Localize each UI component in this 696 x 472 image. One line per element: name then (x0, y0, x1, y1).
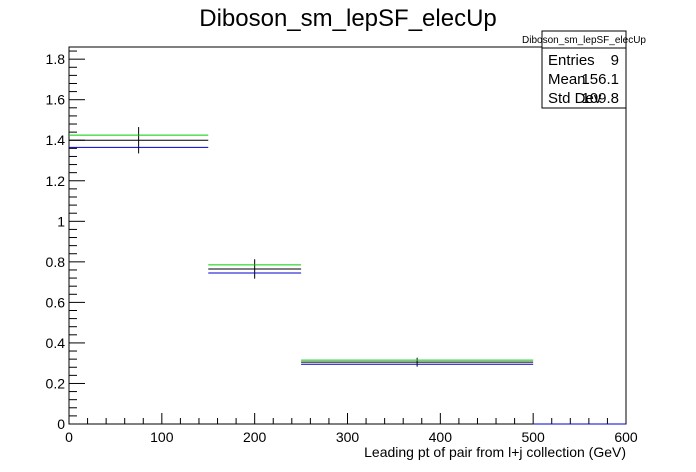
y-tick-label-6: 1.2 (46, 173, 66, 189)
stats-entries-label: Entries (548, 52, 595, 69)
x-tick-label-6: 600 (614, 429, 638, 445)
stats-mean-label: Mean (548, 71, 586, 88)
stats-box-frame (541, 30, 627, 109)
x-tick-label-5: 500 (521, 429, 545, 445)
stats-entries-value: 9 (611, 52, 619, 69)
y-tick-label-9: 1.8 (46, 51, 66, 67)
y-tick-label-7: 1.4 (46, 132, 66, 148)
y-tick-label-0: 0 (57, 416, 65, 432)
stats-box: Diboson_sm_lepSF_elecUp Entries 9 Mean 1… (522, 30, 646, 109)
y-tick-label-2: 0.4 (46, 335, 66, 351)
x-axis-label: Leading pt of pair from l+j collection (… (364, 444, 626, 460)
stats-stddev-value: 109.8 (581, 90, 619, 107)
x-tick-label-4: 400 (429, 429, 453, 445)
x-tick-label-2: 200 (243, 429, 267, 445)
chart-title: Diboson_sm_lepSF_elecUp (199, 5, 497, 32)
stats-stddev-label: Std Dev (548, 90, 602, 107)
stats-box-title: Diboson_sm_lepSF_elecUp (522, 35, 646, 46)
stats-mean-value: 156.1 (581, 71, 619, 88)
y-tick-label-8: 1.6 (46, 92, 66, 108)
y-tick-label-5: 1 (57, 213, 65, 229)
x-tick-label-0: 0 (65, 429, 73, 445)
axes: 0 100 200 300 400 500 600 0 0.2 0.4 0.6 0.8 1 1.2 1.4 1… (46, 50, 638, 445)
x-tick-label-1: 100 (150, 429, 174, 445)
y-tick-label-1: 0.2 (46, 375, 66, 391)
y-tick-label-3: 0.6 (46, 294, 66, 310)
x-tick-label-3: 300 (336, 429, 360, 445)
y-tick-label-4: 0.8 (46, 254, 66, 270)
series-layer (69, 127, 626, 425)
